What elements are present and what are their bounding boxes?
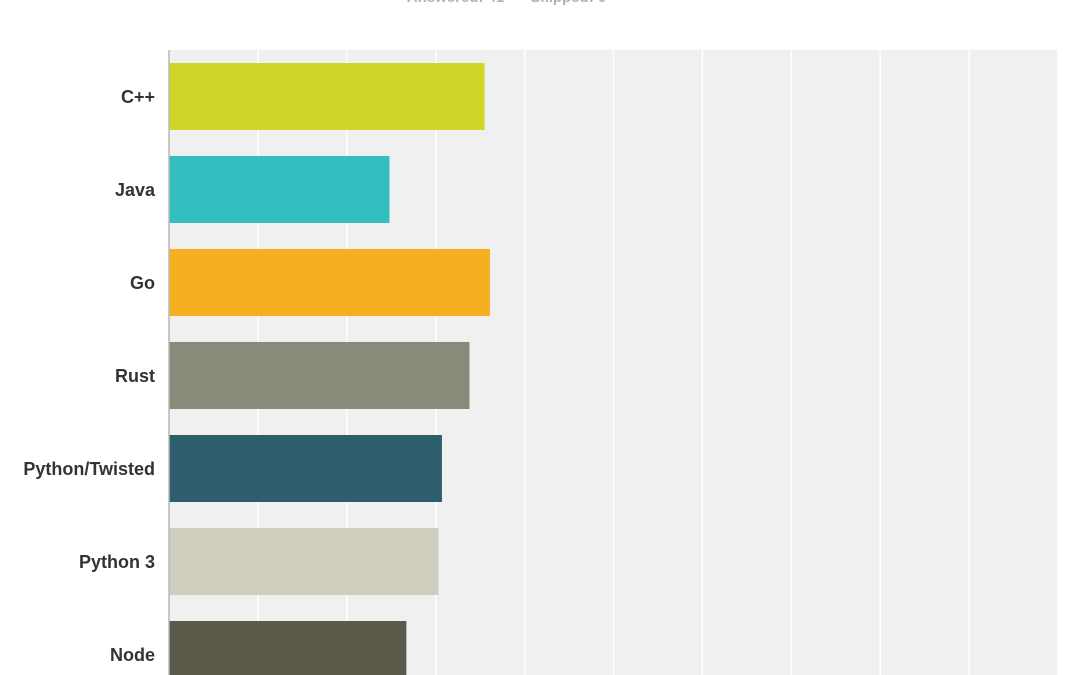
- bar-node: [169, 621, 407, 675]
- bar-c-: [169, 63, 485, 130]
- answered-count: Answered: 41: [407, 0, 505, 6]
- bar-python-3: [169, 528, 439, 595]
- category-label: Rust: [115, 366, 155, 386]
- bar-rust: [169, 342, 470, 409]
- bar-python-twisted: [169, 435, 442, 502]
- category-label: Go: [130, 273, 155, 293]
- category-label: Java: [115, 180, 156, 200]
- category-label: C++: [121, 87, 155, 107]
- category-label: Python/Twisted: [23, 459, 155, 479]
- category-label: Node: [110, 645, 155, 665]
- bar-go: [169, 249, 490, 316]
- bar-java: [169, 156, 390, 223]
- response-summary: Answered: 41 Skipped: 0: [0, 0, 1013, 6]
- skipped-count: Skipped: 0: [530, 0, 606, 6]
- category-label: Python 3: [79, 552, 155, 572]
